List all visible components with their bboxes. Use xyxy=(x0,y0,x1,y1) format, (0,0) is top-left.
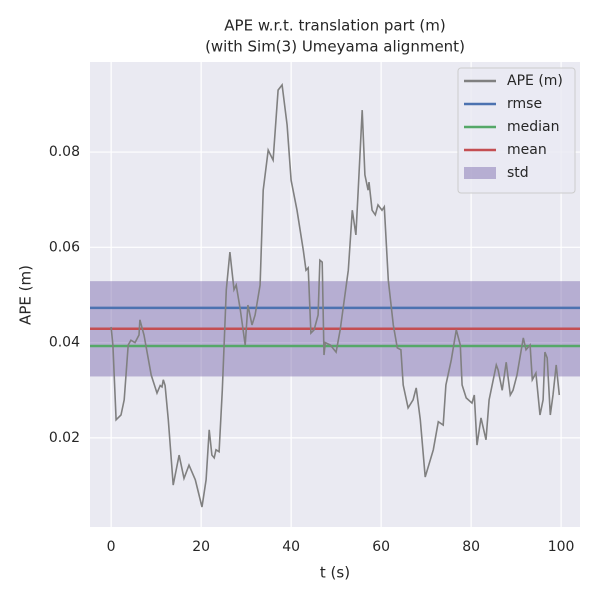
y-tick-label: 0.02 xyxy=(49,430,80,446)
y-tick-label: 0.06 xyxy=(49,239,80,255)
series-line xyxy=(110,82,561,508)
legend-label: mean xyxy=(507,142,547,158)
legend-swatch xyxy=(464,167,496,179)
legend-label: std xyxy=(507,165,529,181)
legend-label: median xyxy=(507,119,559,135)
chart-title: APE w.r.t. translation part (m) xyxy=(224,17,445,35)
x-tick-label: 80 xyxy=(462,539,480,555)
y-tick-label: 0.04 xyxy=(49,335,80,351)
y-tick-label: 0.08 xyxy=(49,144,80,160)
legend-label: APE (m) xyxy=(507,73,563,89)
x-tick-label: 20 xyxy=(192,539,210,555)
x-tick-label: 60 xyxy=(372,539,390,555)
y-axis-label: APE (m) xyxy=(17,265,35,325)
legend-label: rmse xyxy=(507,96,542,112)
chart-subtitle: (with Sim(3) Umeyama alignment) xyxy=(205,38,465,56)
legend xyxy=(457,67,576,194)
x-tick-label: 40 xyxy=(282,539,300,555)
x-tick-label: 0 xyxy=(107,539,116,555)
x-tick-label: 100 xyxy=(548,539,575,555)
x-axis-label: t (s) xyxy=(320,564,350,582)
